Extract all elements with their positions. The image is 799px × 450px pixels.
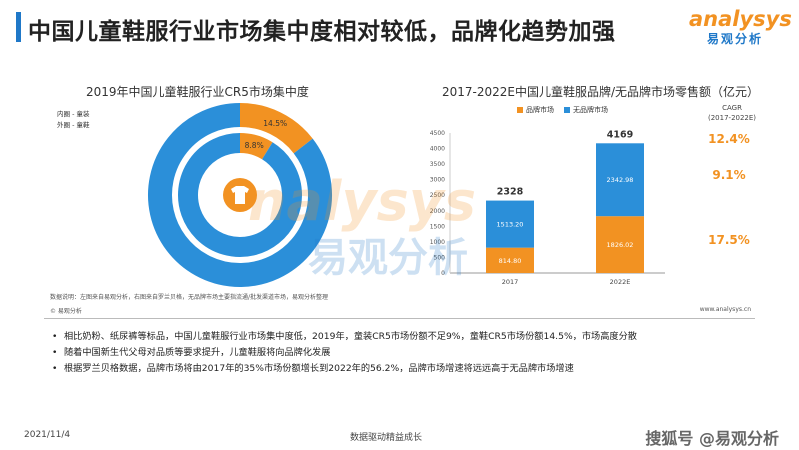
bullet-item: • 根据罗兰贝格数据，品牌市场将由2017年的35%市场份额增长到2022年的56… [52, 363, 574, 374]
donut-legend-outer: 外圈 - 童鞋 [57, 121, 90, 129]
y-tick-label: 2500 [430, 192, 445, 199]
site-url: www.analysys.cn [699, 306, 751, 313]
y-tick-label: 1500 [430, 223, 445, 230]
logo-text-en: analysys [689, 7, 792, 31]
footer-watermark: 搜狐号 @易观分析 [645, 429, 779, 448]
page-title: 中国儿童鞋服行业市场集中度相对较低，品牌化趋势加强 [28, 19, 616, 45]
divider [44, 318, 755, 319]
title-accent-bar [16, 12, 21, 42]
donut-slice-share [239, 133, 273, 160]
cagr-total: 12.4% [708, 132, 750, 146]
bar-segment [486, 200, 534, 248]
donut-slice-share [239, 103, 313, 154]
shirt-icon [231, 186, 249, 204]
bullet-text: 相比奶粉、纸尿裤等标品，中国儿童鞋服行业市场集中度低，2019年，童装CR5市场… [64, 331, 637, 342]
x-tick-label: 2022E [610, 278, 631, 286]
bar-segment [596, 216, 644, 273]
cagr-label: CAGR [722, 104, 742, 112]
bullet-text: 随着中国新生代父母对品质等要求提升，儿童鞋服将向品牌化发展 [64, 347, 331, 358]
y-tick-label: 4000 [430, 146, 445, 153]
footer-date: 2021/11/4 [24, 430, 71, 440]
bar-chart-title: 2017-2022E中国儿童鞋服品牌/无品牌市场零售额（亿元） [442, 85, 760, 99]
donut-chart: 14.5% 8.8% [148, 103, 332, 287]
legend-brand-label: 品牌市场 [526, 106, 554, 114]
bar-total-label: 4169 [607, 129, 633, 140]
bullet-text: 根据罗兰贝格数据，品牌市场将由2017年的35%市场份额增长到2022年的56.… [64, 363, 574, 374]
bar-value-label: 814.80 [499, 257, 522, 265]
legend-nobrand-label: 无品牌市场 [573, 106, 608, 114]
bullet-list: • 相比奶粉、纸尿裤等标品，中国儿童鞋服行业市场集中度低，2019年，童装CR5市… [52, 329, 637, 377]
legend-brand: 品牌市场 [517, 105, 554, 115]
source-label: © 易观分析 [50, 308, 82, 315]
footer-slogan: 数据驱动精益成长 [350, 433, 423, 443]
y-tick-label: 500 [434, 254, 446, 261]
cagr-nobrand: 9.1% [712, 168, 746, 182]
donut-slice-rest [178, 133, 302, 257]
y-tick-label: 3000 [430, 177, 445, 184]
donut-slice-label: 8.8% [245, 141, 264, 150]
y-tick-label: 2000 [430, 208, 445, 215]
donut-legend-inner: 内圈 - 童装 [57, 110, 90, 118]
donut-legend: 内圈 - 童装 外圈 - 童鞋 [57, 109, 89, 131]
bar-legend: 品牌市场 无品牌市场 [517, 105, 608, 115]
bar-chart: 0 500 1000 1500 2000 2500 3000 3500 4000 4500 814.… [430, 129, 665, 286]
data-note: 数据说明：左图来自易观分析，右图来自罗兰贝格，无品牌市场主要指流通/批发渠道市场… [50, 294, 329, 301]
bar-total-label: 2328 [497, 187, 524, 198]
logo-text-cn: 易观分析 [706, 32, 763, 46]
brand-logo: analysys 易观分析 [689, 7, 792, 47]
legend-swatch-orange [517, 107, 523, 113]
cagr-brand: 17.5% [708, 233, 750, 247]
bar-value-label: 1826.02 [607, 241, 634, 249]
bar-value-label: 2342.98 [607, 176, 634, 184]
y-tick-label: 0 [441, 270, 445, 277]
bar-segment [486, 247, 534, 273]
cagr-header: CAGR (2017-2022E) [708, 103, 756, 123]
bar-segment [596, 143, 644, 217]
cagr-period: (2017-2022E) [708, 114, 757, 122]
y-tick-label: 4500 [430, 130, 445, 137]
legend-nobrand: 无品牌市场 [564, 105, 608, 115]
y-tick-label: 1000 [430, 239, 445, 246]
x-tick-label: 2017 [502, 278, 519, 286]
donut-chart-title: 2019年中国儿童鞋服行业CR5市场集中度 [86, 85, 309, 99]
y-tick-label: 3500 [430, 161, 445, 168]
donut-slice-label: 14.5% [263, 119, 287, 128]
donut-slice-rest [148, 103, 332, 287]
bar-value-label: 1513.20 [497, 221, 524, 229]
bullet-item: • 相比奶粉、纸尿裤等标品，中国儿童鞋服行业市场集中度低，2019年，童装CR5市… [52, 331, 637, 342]
legend-swatch-blue [564, 107, 570, 113]
bullet-item: • 随着中国新生代父母对品质等要求提升，儿童鞋服将向品牌化发展 [52, 347, 331, 358]
